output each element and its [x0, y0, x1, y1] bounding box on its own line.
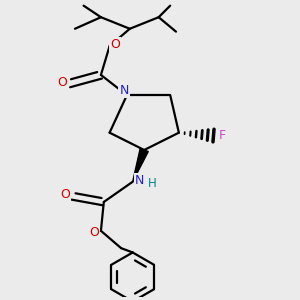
Polygon shape — [133, 148, 148, 182]
Text: N: N — [135, 174, 145, 187]
Text: F: F — [219, 129, 226, 142]
Text: O: O — [60, 188, 70, 201]
Text: N: N — [119, 84, 129, 97]
Text: O: O — [89, 226, 99, 239]
Text: O: O — [57, 76, 67, 89]
Text: H: H — [148, 177, 157, 190]
Text: O: O — [110, 38, 120, 51]
